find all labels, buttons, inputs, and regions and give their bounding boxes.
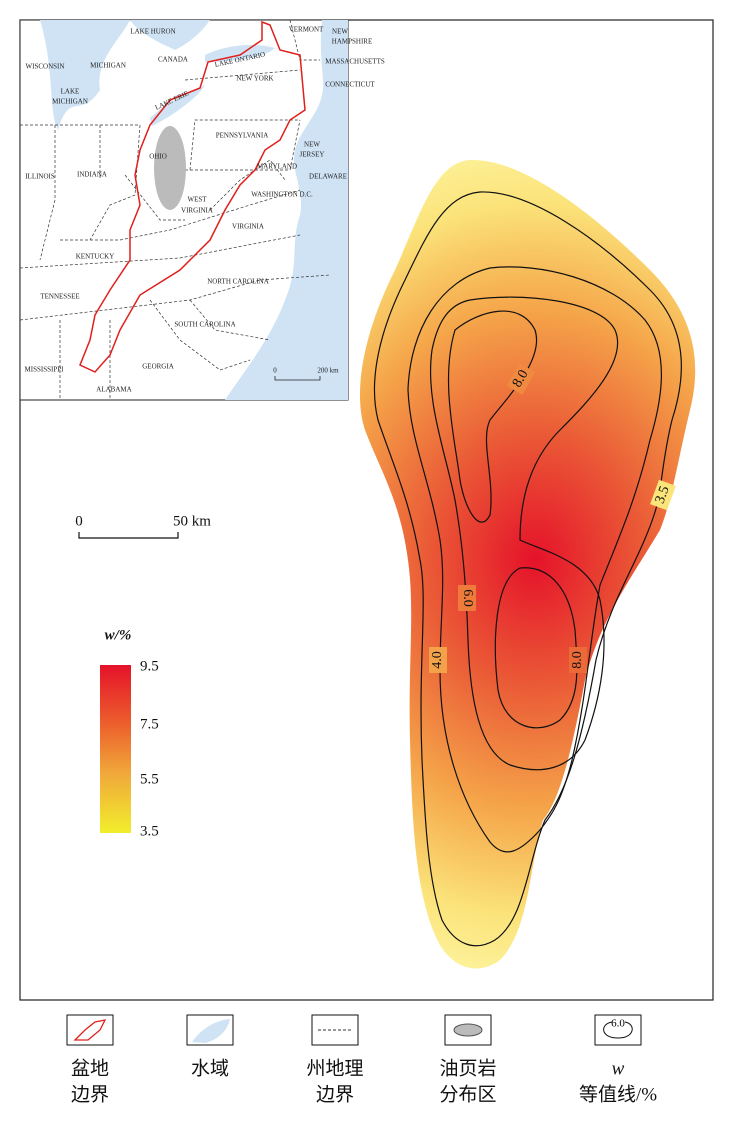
state-label: WEST xyxy=(187,196,207,204)
state-label: DELAWARE xyxy=(309,173,347,181)
state-label: OHIO xyxy=(149,153,167,161)
state-label: JERSEY xyxy=(300,151,325,159)
legend-box xyxy=(66,1014,114,1046)
state-label: LAKE xyxy=(61,88,80,96)
legend-label: 盆地 xyxy=(71,1057,109,1079)
water xyxy=(40,20,348,400)
legend-box xyxy=(594,1014,642,1046)
legend-icon xyxy=(603,1021,633,1039)
contour-label: 8.0 xyxy=(570,651,585,669)
state-label: INDIANA xyxy=(77,171,107,179)
heat-area xyxy=(359,159,696,969)
basin-boundary xyxy=(79,20,306,373)
state-label: CANADA xyxy=(158,56,188,64)
contour-line xyxy=(494,567,578,729)
state-label: MASSACHUSETTS xyxy=(325,58,385,66)
state-label: NEW YORK xyxy=(236,75,273,83)
label-bg xyxy=(458,585,476,611)
legend-icon xyxy=(192,1019,230,1043)
shale-area xyxy=(154,126,186,210)
label-bg xyxy=(506,363,536,395)
legend-label: 州地理 xyxy=(306,1057,363,1079)
state-label: LAKE HURON xyxy=(130,28,175,36)
state-label: VIRGINIA xyxy=(181,207,213,215)
contours xyxy=(373,191,682,947)
contour-line xyxy=(407,266,662,853)
contour-label: 6.0 xyxy=(460,589,475,607)
legend-label: 水域 xyxy=(191,1057,229,1079)
label-bg xyxy=(569,647,587,673)
state-label: ALABAMA xyxy=(96,386,131,394)
state-label: NORTH CAROLINA xyxy=(207,278,269,286)
state-label: PENNSYLVANIA xyxy=(216,132,269,140)
legend-label: 油页岩 xyxy=(439,1057,496,1079)
colorbar: w/% 9.5 7.5 5.5 3.5 xyxy=(100,627,159,839)
state-label: VERMONT xyxy=(289,26,324,34)
state-label: WISCONSIN xyxy=(26,63,65,71)
legend-label: 边界 xyxy=(316,1083,354,1105)
state-label: MISSISSIPPI xyxy=(25,366,65,374)
colorbar-tick: 3.5 xyxy=(140,823,159,839)
legend-box xyxy=(186,1014,234,1046)
contour-labels: 8.0 8.0 6.0 4.0 3.5 xyxy=(429,363,676,673)
colorbar-tick: 7.5 xyxy=(140,716,159,732)
label-bg xyxy=(429,647,447,673)
inset-map: LAKE HURON VERMONT NEW HAMPSHIRE WISCONSIN MI… xyxy=(19,19,385,401)
state-label: MICHIGAN xyxy=(52,98,88,106)
state-label: MARYLAND xyxy=(257,163,297,171)
contour-line xyxy=(429,296,619,771)
state-label: ILLINOIS xyxy=(25,173,55,181)
legend-icon xyxy=(453,1023,483,1037)
contour-line xyxy=(373,191,682,947)
contour-label: 3.5 xyxy=(653,484,673,506)
scale-label: 50 km xyxy=(173,513,211,529)
legend-icon xyxy=(73,1019,107,1041)
state-label: VIRGINIA xyxy=(232,223,264,231)
scale-bar: 0 50 km xyxy=(75,513,211,539)
legend-box xyxy=(311,1014,359,1046)
legend-label: w xyxy=(612,1058,625,1079)
inset-scale-label: 200 km xyxy=(317,367,339,375)
state-label: KENTUCKY xyxy=(76,253,115,261)
inset-scale-zero: 0 xyxy=(273,367,277,375)
colorbar-tick: 5.5 xyxy=(140,771,159,787)
contour-line xyxy=(447,310,538,523)
state-label: NEW xyxy=(304,141,320,149)
colorbar-ramp xyxy=(100,665,131,833)
legend-label: 等值线/% xyxy=(579,1083,657,1105)
legend-label: 分布区 xyxy=(439,1083,496,1105)
state-label: HAMPSHIRE xyxy=(332,38,372,46)
state-label: SOUTH CAROLINA xyxy=(174,321,235,329)
scale-line xyxy=(78,532,179,539)
label-bg xyxy=(650,479,676,511)
legend-label: 边界 xyxy=(71,1083,109,1105)
state-label: GEORGIA xyxy=(142,363,174,371)
legend-icon-label: 6.0 xyxy=(611,1018,625,1030)
inset-scale-line xyxy=(274,376,321,381)
state-label: MICHIGAN xyxy=(90,62,126,70)
state-label: TENNESSEE xyxy=(40,293,79,301)
state-label: WASHINGTON D.C. xyxy=(251,191,313,199)
state-label: NEW xyxy=(332,28,348,36)
colorbar-tick: 9.5 xyxy=(140,658,159,674)
scale-zero: 0 xyxy=(75,513,83,529)
state-label: CONNECTICUT xyxy=(325,81,375,89)
contour-label: 4.0 xyxy=(430,651,445,669)
legend-box xyxy=(444,1014,492,1046)
colorbar-title: w/% xyxy=(105,627,132,643)
